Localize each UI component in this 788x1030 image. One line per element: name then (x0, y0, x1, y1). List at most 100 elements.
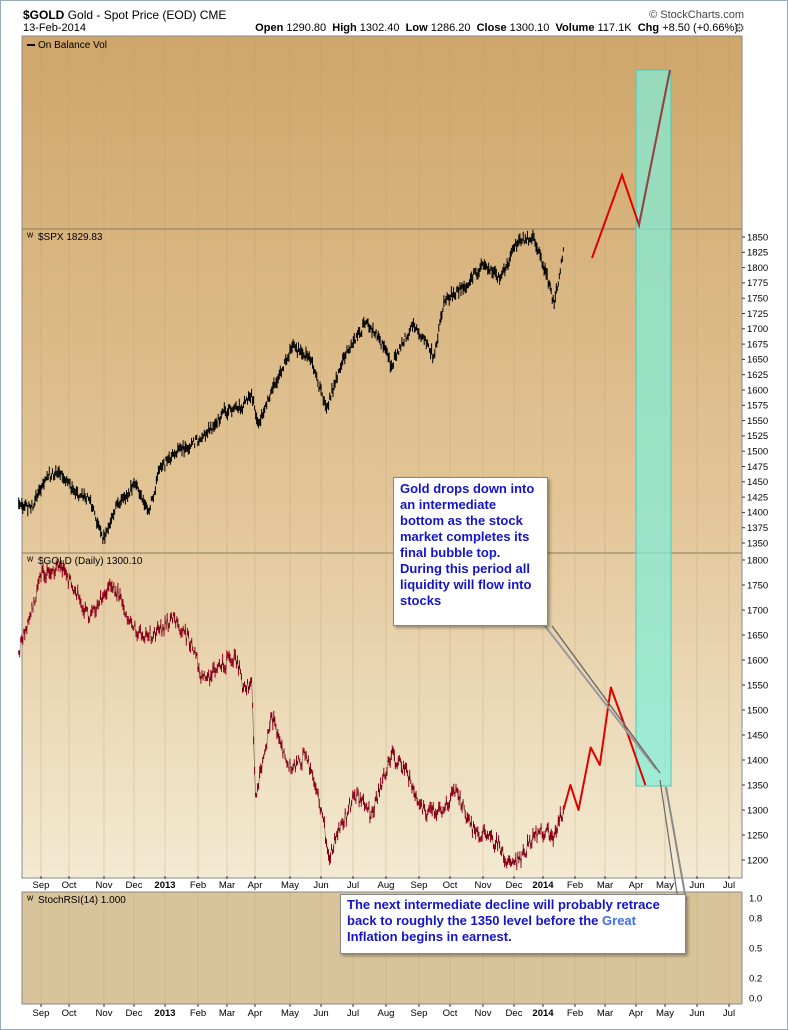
lower-callout: The next intermediate decline will proba… (340, 894, 686, 954)
close-label: Close (476, 22, 507, 34)
rsi-y-tick-label: 0.8 (749, 913, 762, 924)
spx-y-tick-label: 1375 (747, 523, 768, 534)
rsi-x-tick-label: May (656, 1008, 674, 1019)
price-x-tick-label: May (281, 880, 299, 891)
open-label: Open (255, 22, 284, 34)
price-x-tick-label: Dec (126, 880, 143, 891)
gold-y-tick-label: 1250 (747, 830, 768, 841)
obv-title: On Balance Vol (38, 40, 107, 51)
projection-layer (544, 69, 687, 901)
gold-legend: ᵂ $GOLD (Daily) 1300.10 (27, 556, 143, 567)
symbol-description: Gold - Spot Price (EOD) (67, 8, 197, 22)
spx-y-tick-label: 1575 (747, 401, 768, 412)
projection-zone (635, 69, 672, 787)
upper-callout-pointer-a (544, 625, 657, 770)
spx-y-tick-label: 1825 (747, 248, 768, 259)
rsi-x-tick-label: Sep (33, 1008, 50, 1019)
rsi-x-tick-label: Jun (689, 1008, 704, 1019)
price-x-tick-label: Jun (689, 880, 704, 891)
axis-layer: 1350 1375 1400 1425 1450 1475 1500 1525 1550 1575… (33, 232, 769, 1019)
rsi-x-tick-label: Dec (506, 1008, 523, 1019)
gold-y-tick-label: 1600 (747, 655, 768, 666)
rsi-x-tick-label: Oct (443, 1008, 458, 1019)
price-x-tick-label: Feb (567, 880, 583, 891)
price-x-tick-label: Aug (378, 880, 395, 891)
rsi-x-tick-label: May (281, 1008, 299, 1019)
rsi-x-tick-label: Jul (347, 1008, 359, 1019)
lower-callout-tail: Inflation begins in earnest. (347, 929, 512, 944)
spx-y-tick-label: 1450 (747, 477, 768, 488)
rsi-y-tick-label: 0.5 (749, 943, 762, 954)
rsi-x-tick-label: Mar (597, 1008, 613, 1019)
spx-legend-icon: ᵂ (27, 232, 34, 243)
gold-y-tick-label: 1800 (747, 555, 768, 566)
spx-y-tick-label: 1800 (747, 263, 768, 274)
price-x-tick-label: Mar (219, 880, 235, 891)
spx-y-tick-label: 1525 (747, 431, 768, 442)
close-value: 1300.10 (509, 22, 550, 34)
open-value: 1290.80 (286, 22, 327, 34)
rsi-legend: ᵂ StochRSI(14) 1.000 (27, 895, 126, 906)
spx-y-tick-label: 1775 (747, 278, 768, 289)
spx-y-tick-label: 1700 (747, 324, 768, 335)
gold-y-tick-label: 1200 (747, 855, 768, 866)
spx-y-tick-label: 1625 (747, 370, 768, 381)
rsi-x-tick-label: Apr (248, 1008, 263, 1019)
price-x-tick-label: Nov (475, 880, 492, 891)
rsi-x-tick-label: Jun (313, 1008, 328, 1019)
gold-line-layer (18, 559, 564, 871)
lower-callout-pointer-a (665, 786, 687, 901)
symbol-header: $GOLD Gold - Spot Price (EOD) CME (23, 8, 226, 22)
price-x-tick-label: Apr (248, 880, 263, 891)
gold-title: $GOLD (Daily) 1300.10 (38, 556, 143, 567)
ohlc-summary: Open 1290.80 High 1302.40 Low 1286.20 Cl… (255, 22, 738, 34)
volume-value: 117.1K (597, 22, 632, 34)
price-x-tick-label: Dec (506, 880, 523, 891)
symbol: $GOLD (23, 8, 65, 22)
obv-legend-swatch (27, 44, 35, 46)
price-x-tick-label: Nov (96, 880, 113, 891)
spx-line-layer (18, 229, 564, 545)
spx-y-tick-label: 1350 (747, 538, 768, 549)
settings-icon[interactable]: ⚙ (734, 21, 745, 35)
low-label: Low (405, 22, 428, 34)
rsi-x-tick-label: Feb (567, 1008, 583, 1019)
lower-callout-highlight: Great (602, 913, 636, 928)
rsi-y-tick-label: 1.0 (749, 893, 762, 904)
price-x-tick-label: Sep (33, 880, 50, 891)
upper-callout-pointer-b (551, 625, 661, 774)
rsi-x-tick-label: Nov (475, 1008, 492, 1019)
price-x-tick-label: Jul (347, 880, 359, 891)
spx-daily-bars (18, 229, 564, 545)
obv-legend: On Balance Vol (27, 40, 107, 51)
rsi-x-tick-label: Sep (411, 1008, 428, 1019)
volume-label: Volume (555, 22, 595, 34)
price-x-tick-label: May (656, 880, 674, 891)
spx-y-tick-label: 1600 (747, 385, 768, 396)
price-x-tick-label: Apr (629, 880, 644, 891)
chg-label: Chg (637, 22, 660, 34)
brand-label: © StockCharts.com (649, 9, 744, 21)
rsi-x-tick-label: Oct (62, 1008, 77, 1019)
gold-y-tick-label: 1750 (747, 580, 768, 591)
gold-y-tick-label: 1650 (747, 630, 768, 641)
lower-callout-text: The next intermediate decline will proba… (347, 897, 660, 928)
spx-y-tick-label: 1850 (747, 232, 768, 243)
high-label: High (332, 22, 357, 34)
gold-y-tick-label: 1700 (747, 605, 768, 616)
price-x-tick-label: Oct (62, 880, 77, 891)
chg-value: +8.50 (+0.66%) (662, 22, 738, 34)
rsi-x-tick-label: Dec (126, 1008, 143, 1019)
rsi-x-tick-label: Apr (629, 1008, 644, 1019)
projection-zone-layer (635, 69, 672, 787)
price-x-tick-label: Jul (723, 880, 735, 891)
price-x-tick-label: Feb (190, 880, 206, 891)
rsi-x-tick-label: Feb (190, 1008, 206, 1019)
spx-y-tick-label: 1650 (747, 355, 768, 366)
high-value: 1302.40 (359, 22, 400, 34)
gold-y-tick-label: 1300 (747, 805, 768, 816)
rsi-x-tick-label: Jul (723, 1008, 735, 1019)
rsi-x-tick-label: 2013 (154, 1008, 175, 1019)
upper-callout: Gold drops down into an intermediate bot… (393, 477, 548, 626)
gold-projection-line (562, 686, 647, 811)
